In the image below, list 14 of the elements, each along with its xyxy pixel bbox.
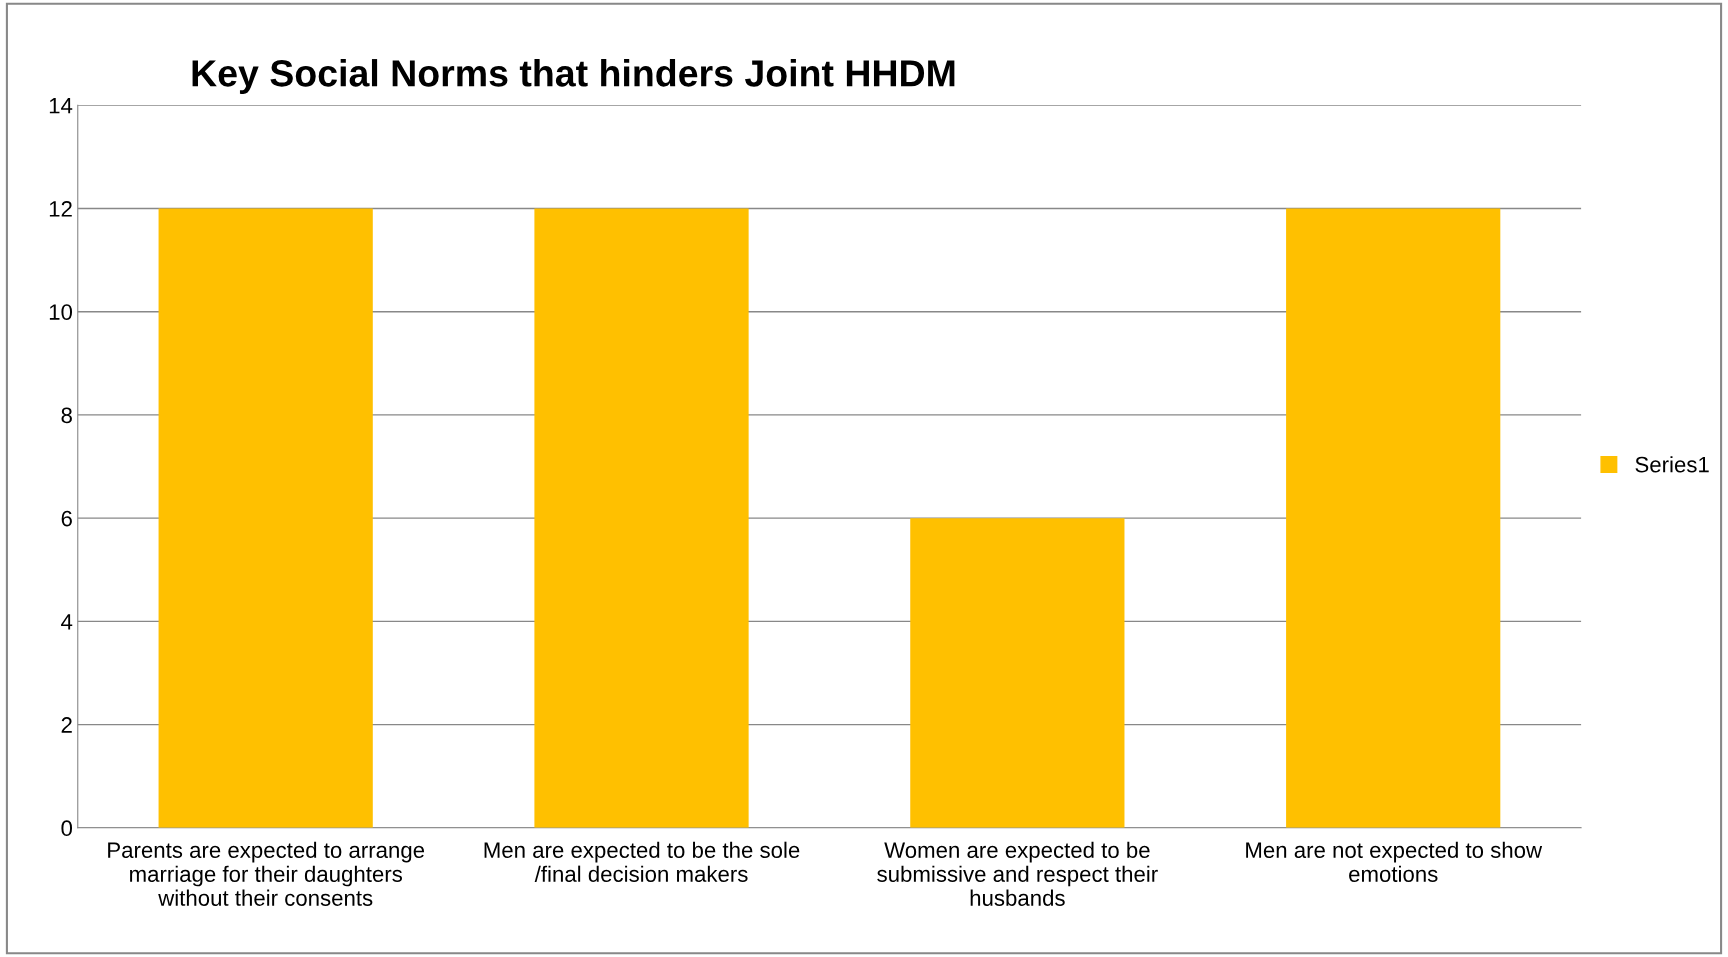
y-tick-label: 0 [61,820,73,837]
y-tick-label: 2 [61,717,72,733]
x-tick-label: Men are expected to be the sole /final decision makers [484,841,800,882]
y-tick-label: 4 [61,614,73,630]
y-tick-label: 12 [49,201,72,217]
y-tick-label: 10 [49,304,73,320]
y-tick-label: 14 [49,98,73,114]
x-tick-label: Parents are expected to arrange marriage for their daughters without their consents [108,841,425,906]
x-tick-label: Women are expected to be submissive and respect their husbands [877,841,1158,906]
x-tick-label: Men are not expected to show emotions [1246,841,1543,882]
y-tick-label: 6 [61,510,72,527]
y-tick-label: 8 [61,407,72,424]
chart-title: Key Social Norms that hinders Joint HHDM [192,59,955,95]
legend-label: Series1 [1635,456,1709,473]
